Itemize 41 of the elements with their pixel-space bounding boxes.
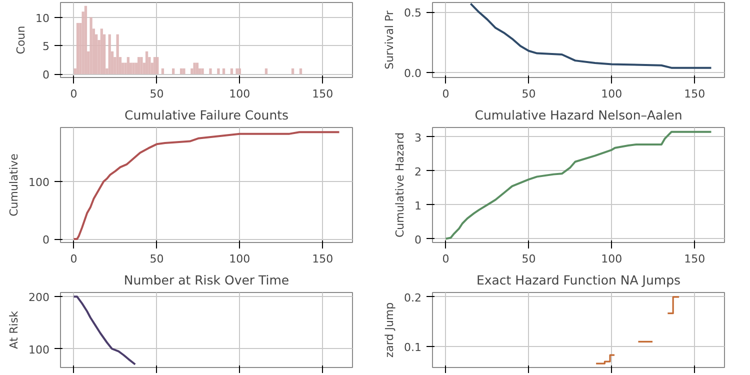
x-tick-label: 0 [442, 252, 450, 266]
y-axis-title: Cumulative [8, 153, 21, 216]
y-tick-label: 10 [36, 12, 50, 25]
y-tick-label: 100 [28, 176, 50, 190]
x-tick-label: 100 [601, 252, 622, 266]
chart-title: Cumulative Hazard Nelson–Aalen [474, 108, 682, 122]
y-tick-label: 0 [414, 233, 422, 246]
x-tick-label: 150 [312, 88, 334, 100]
y-tick-label: 2 [414, 165, 422, 178]
y-tick-label: 1 [414, 199, 422, 212]
y-axis-title: At Risk [8, 310, 21, 349]
x-tick-label: 0 [70, 252, 78, 266]
y-tick-label: 0 [42, 234, 50, 247]
x-tick-label: 50 [150, 88, 164, 100]
x-tick-label: 100 [229, 88, 250, 100]
x-tick-label: 150 [312, 252, 334, 266]
y-tick-label: 0.1 [404, 341, 422, 354]
x-tick-label: 100 [229, 252, 250, 266]
x-tick-label: 50 [522, 88, 536, 100]
x-tick-label: 0 [70, 88, 78, 100]
x-tick-label: 150 [684, 88, 706, 100]
y-axis-title: Cumulative Hazard [394, 132, 406, 238]
y-tick-label: 0.5 [404, 6, 422, 20]
x-tick-label: 100 [601, 88, 622, 100]
x-tick-label: 150 [684, 252, 706, 266]
y-tick-label: 0.2 [404, 291, 422, 304]
y-tick-label: 200 [28, 291, 50, 304]
chart-title: Cumulative Failure Counts [124, 108, 289, 122]
x-tick-label: 0 [442, 88, 450, 100]
y-tick-label: 3 [414, 132, 422, 144]
y-tick-label: 0.0 [404, 67, 422, 80]
x-tick-label: 50 [522, 252, 536, 266]
y-axis-title: Coun [14, 26, 28, 54]
x-tick-label: 50 [150, 252, 164, 266]
y-axis-title: Survival Pr [383, 10, 396, 70]
y-tick-label: 0 [42, 68, 50, 82]
y-axis-title: zard Jump [383, 302, 396, 358]
chart-title: Number at Risk Over Time [124, 272, 290, 288]
y-tick-label: 5 [42, 40, 50, 54]
y-tick-label: 100 [28, 343, 50, 356]
chart-title: Exact Hazard Function NA Jumps [476, 272, 681, 288]
